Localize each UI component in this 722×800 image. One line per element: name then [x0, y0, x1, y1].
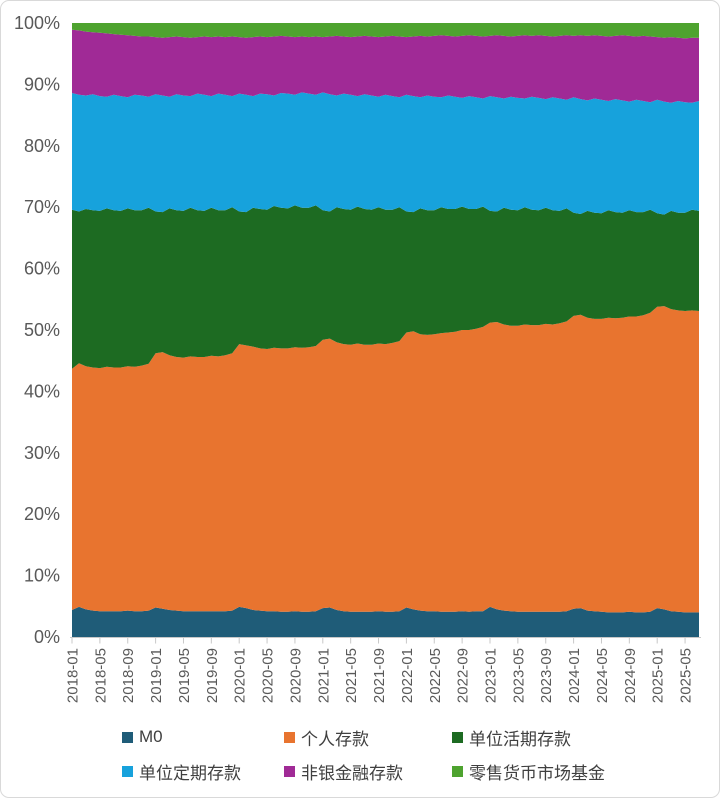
x-axis-label: 2020-05	[260, 648, 277, 703]
y-axis-label: 50%	[24, 320, 60, 340]
legend-label-m0: M0	[139, 727, 163, 746]
legend-swatch-m0	[122, 731, 133, 743]
legend-item-personal-deposits: 个人存款	[284, 726, 452, 749]
y-axis-label: 80%	[24, 136, 60, 156]
x-axis-label: 2024-01	[566, 648, 583, 703]
x-axis-label: 2021-09	[371, 648, 388, 703]
legend-label-retail-money-market-fund: 零售货币市场基金	[469, 763, 605, 783]
area-m0	[72, 606, 699, 637]
x-axis-label: 2025-01	[650, 648, 667, 703]
x-axis-label: 2019-09	[204, 648, 221, 703]
x-axis-label: 2018-05	[92, 648, 109, 703]
x-axis-label: 2025-05	[678, 648, 695, 703]
y-axis-label: 40%	[24, 381, 60, 401]
x-axis-label: 2024-09	[622, 648, 639, 703]
area-nonbank-financial-deposits	[72, 29, 699, 103]
legend-item-nonbank-financial-deposits: 非银金融存款	[284, 760, 452, 783]
x-axis-label: 2024-05	[594, 648, 611, 703]
y-axis-label: 10%	[24, 566, 60, 586]
legend-item-m0: M0	[122, 726, 284, 748]
legend-label-corporate-time-deposits: 单位定期存款	[139, 763, 241, 783]
area-personal-deposits	[72, 306, 699, 613]
area-corporate-demand-deposits	[72, 205, 699, 369]
y-axis-label: 100%	[14, 13, 60, 33]
x-axis-label: 2020-01	[232, 648, 249, 703]
x-axis-label: 2019-01	[148, 648, 165, 703]
legend-swatch-retail-money-market-fund	[452, 765, 463, 777]
legend-label-personal-deposits: 个人存款	[301, 729, 369, 749]
legend-item-retail-money-market-fund: 零售货币市场基金	[452, 760, 605, 783]
area-retail-money-market-fund	[72, 23, 699, 39]
x-axis-label: 2020-09	[287, 648, 304, 703]
legend-label-corporate-demand-deposits: 单位活期存款	[469, 729, 571, 749]
legend-item-corporate-time-deposits: 单位定期存款	[122, 760, 284, 783]
legend-swatch-corporate-demand-deposits	[452, 731, 463, 743]
y-axis-label: 0%	[34, 627, 60, 647]
legend-swatch-nonbank-financial-deposits	[284, 765, 295, 777]
y-axis-label: 90%	[24, 74, 60, 94]
legend-item-corporate-demand-deposits: 单位活期存款	[452, 726, 605, 749]
x-axis-label: 2023-05	[510, 648, 527, 703]
y-axis-label: 30%	[24, 443, 60, 463]
legend-label-nonbank-financial-deposits: 非银金融存款	[301, 763, 403, 783]
area-corporate-time-deposits	[72, 92, 699, 215]
x-axis-label: 2023-01	[483, 648, 500, 703]
chart-legend: M0 个人存款 单位活期存款 单位定期存款 非银金融存款 零售货币市场基金	[122, 726, 605, 783]
y-axis-label: 60%	[24, 259, 60, 279]
y-axis-label: 70%	[24, 197, 60, 217]
x-axis-label: 2021-01	[315, 648, 332, 703]
x-axis-label: 2018-09	[120, 648, 137, 703]
x-axis-label: 2023-09	[538, 648, 555, 703]
x-axis-label: 2022-09	[455, 648, 472, 703]
x-axis-label: 2022-05	[427, 648, 444, 703]
x-axis-label: 2019-05	[176, 648, 193, 703]
y-axis-label: 20%	[24, 504, 60, 524]
x-axis-label: 2022-01	[399, 648, 416, 703]
legend-swatch-personal-deposits	[284, 731, 295, 743]
x-axis-label: 2021-05	[343, 648, 360, 703]
x-axis-label: 2018-01	[65, 648, 82, 703]
legend-swatch-corporate-time-deposits	[122, 765, 133, 777]
